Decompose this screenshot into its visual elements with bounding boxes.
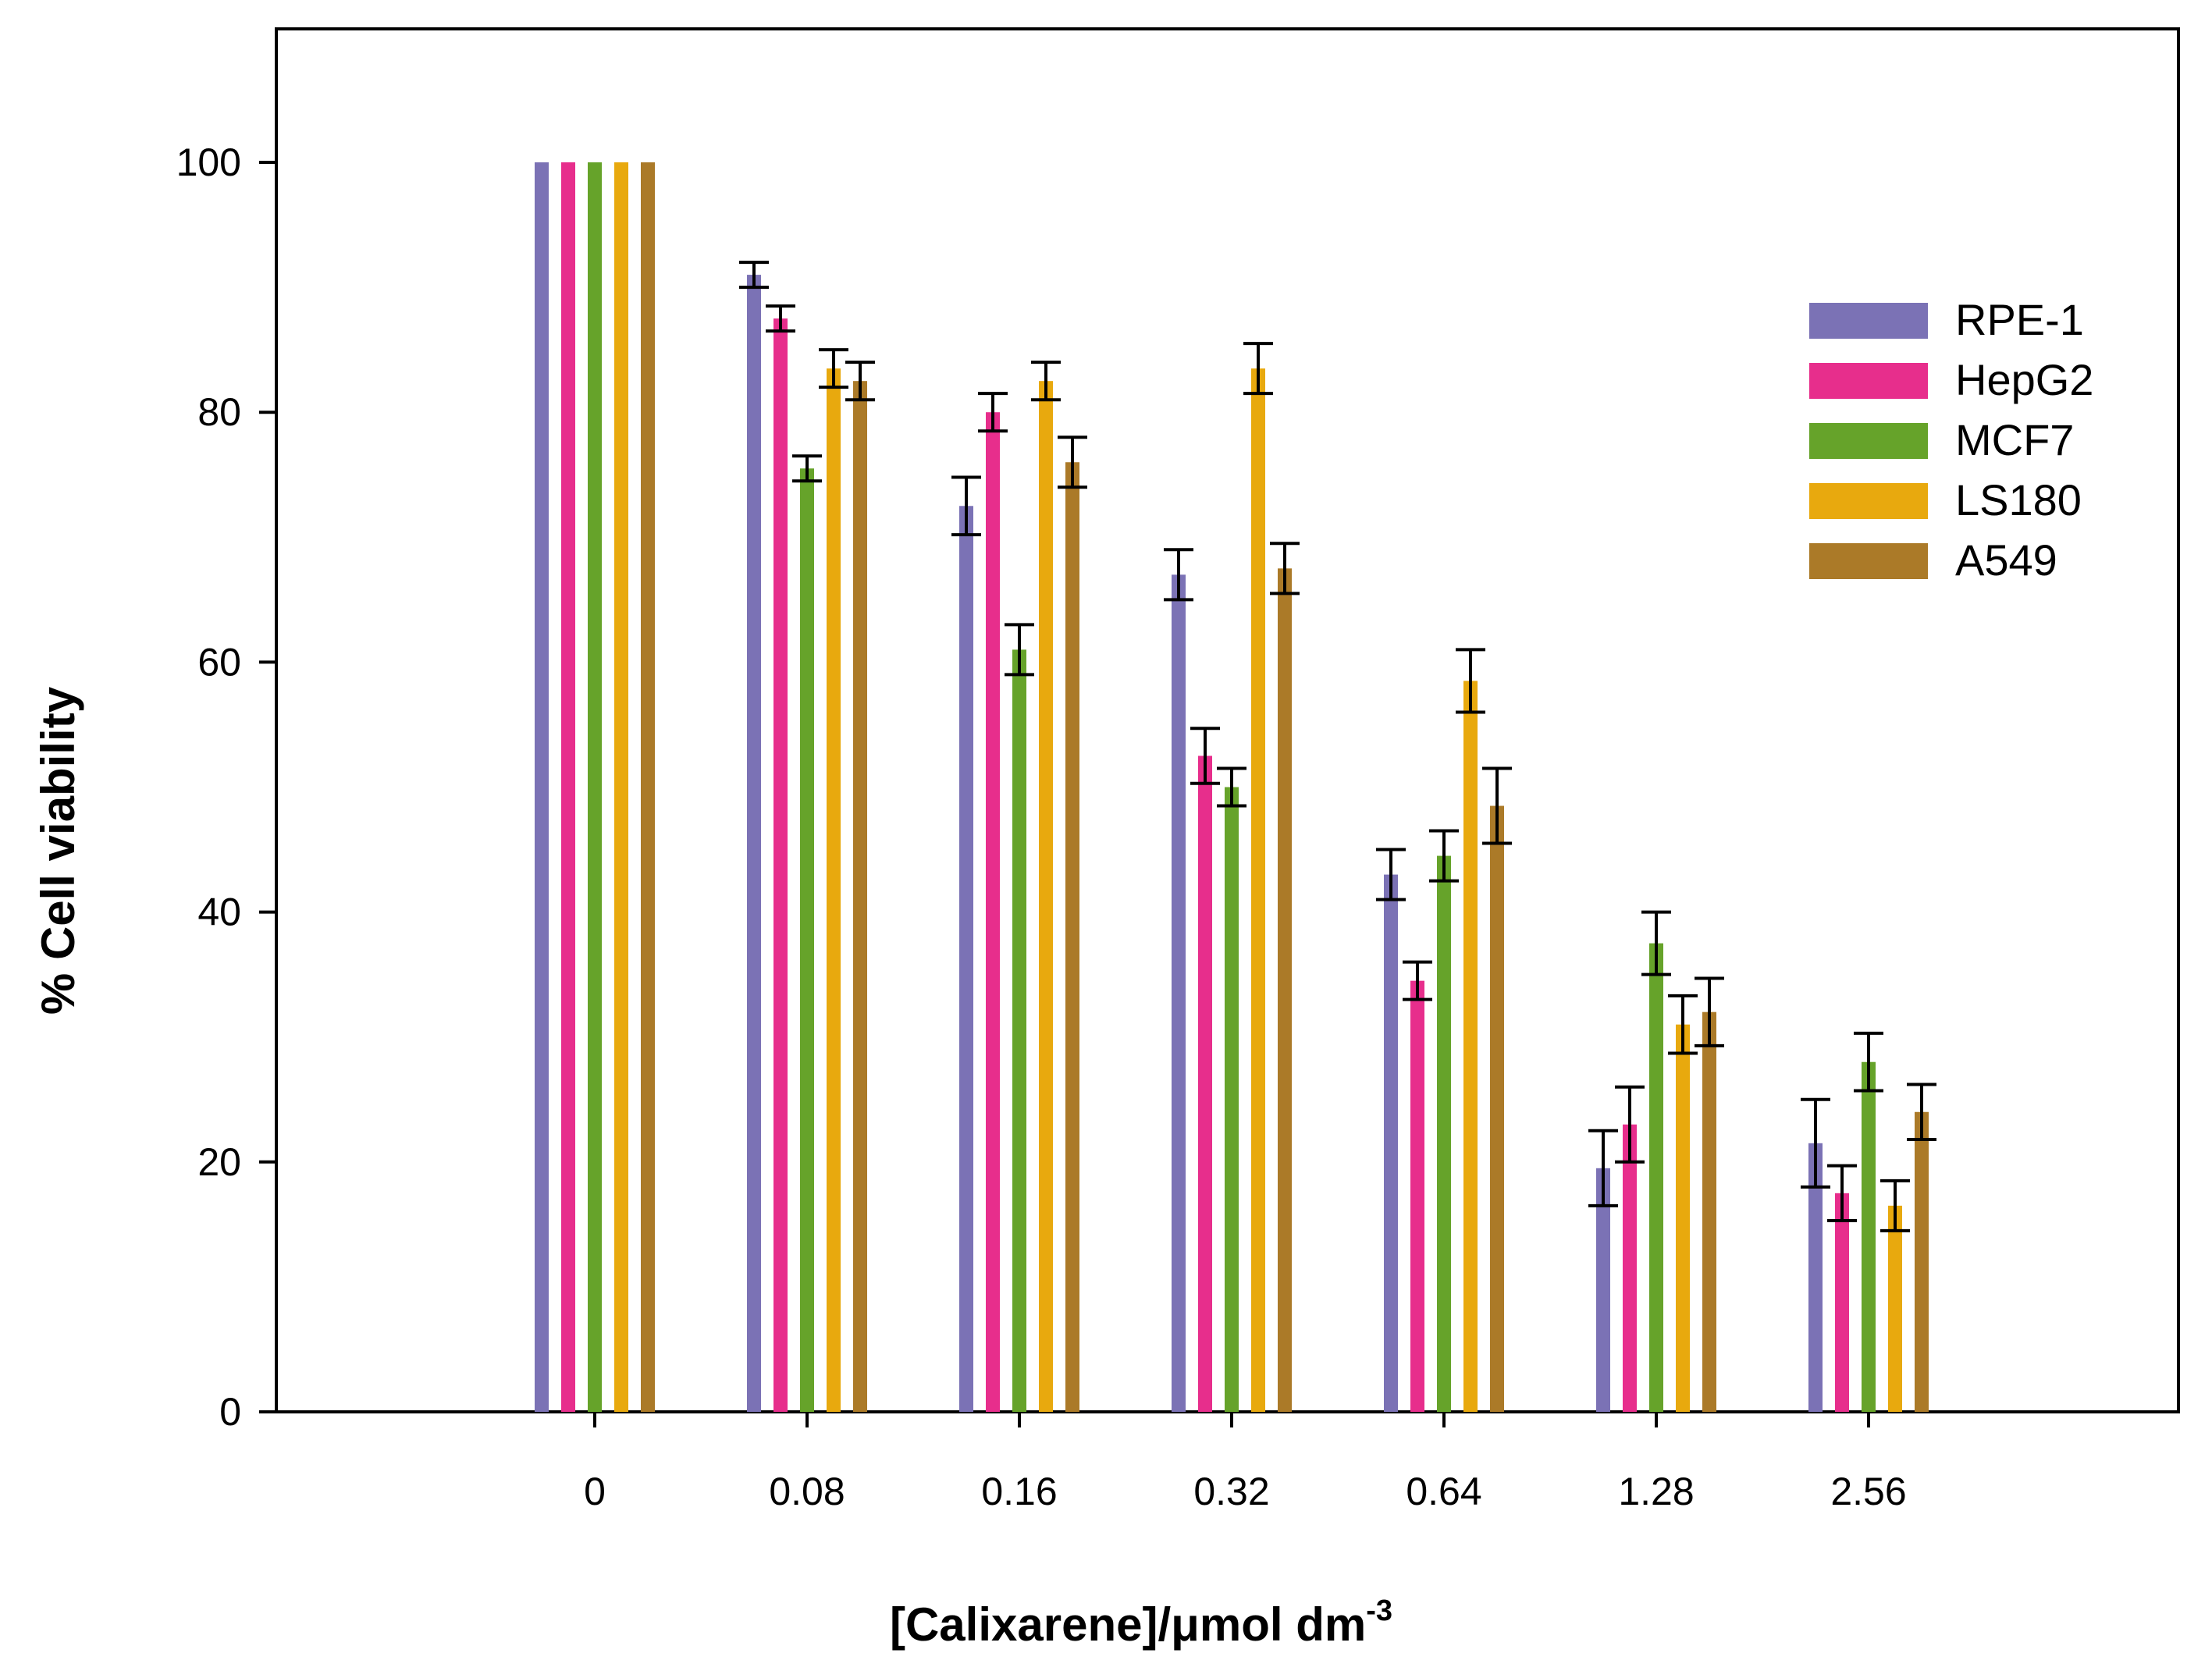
error-bar-mcf7-0.16 [1005, 623, 1034, 677]
bar-mcf7-0.16 [1012, 649, 1026, 1412]
bar-hepg2-0.08 [773, 318, 788, 1412]
error-bar-ls180-2.56 [1880, 1179, 1910, 1232]
error-bar-hepg2-0.16 [978, 392, 1008, 433]
error-bar-a549-2.56 [1907, 1083, 1936, 1141]
y-axis: 0 20 40 60 80 100 [176, 140, 276, 1434]
error-bar-ls180-0.08 [819, 348, 848, 389]
error-bar-mcf7-2.56 [1854, 1031, 1883, 1093]
bar-mcf7-0.08 [800, 468, 814, 1412]
error-bar-hepg2-0.64 [1403, 960, 1432, 1001]
bar-ls180-0.32 [1251, 368, 1265, 1412]
bar-rpe-1-0.08 [747, 275, 761, 1413]
bar-mcf7-2.56 [1862, 1061, 1876, 1412]
y-tick-label: 60 [197, 640, 241, 684]
legend-swatch-hepg2 [1809, 363, 1928, 399]
bar-rpe-1-0.16 [959, 506, 973, 1412]
error-bar-hepg2-0.08 [766, 304, 795, 333]
bar-mcf7-1.28 [1649, 943, 1663, 1412]
error-bar-rpe-1-2.56 [1801, 1097, 1830, 1189]
y-tick-label: 20 [197, 1140, 241, 1184]
x-tick-label: 0.08 [769, 1470, 845, 1513]
x-tick-label: 0.32 [1193, 1470, 1269, 1513]
x-tick-label: 0 [584, 1470, 606, 1513]
x-tick-label: 1.28 [1618, 1470, 1694, 1513]
bar-ls180-1.28 [1676, 1024, 1690, 1412]
bar-a549-0.16 [1065, 462, 1079, 1412]
error-bar-a549-0.16 [1058, 435, 1087, 489]
bar-hepg2-0.64 [1410, 980, 1424, 1412]
error-bar-ls180-1.28 [1668, 994, 1698, 1055]
bar-a549-0 [641, 162, 655, 1412]
error-bar-a549-1.28 [1695, 976, 1724, 1047]
bar-hepg2-2.56 [1835, 1193, 1849, 1412]
error-bar-rpe-1-0.16 [951, 475, 981, 537]
bar-hepg2-0.16 [986, 412, 1000, 1413]
bar-a549-2.56 [1915, 1111, 1929, 1412]
bar-mcf7-0.32 [1225, 787, 1239, 1412]
bar-a549-0.08 [853, 381, 867, 1412]
legend-swatch-rpe-1 [1809, 303, 1928, 339]
error-bar-a549-0.32 [1270, 542, 1300, 595]
error-bar-mcf7-0.32 [1217, 766, 1246, 808]
bar-hepg2-1.28 [1623, 1124, 1637, 1412]
x-tick-label: 2.56 [1830, 1470, 1906, 1513]
x-axis-title-main: [Calixarene]/μmol dm [890, 1598, 1366, 1651]
x-axis-title-superscript: -3 [1366, 1594, 1392, 1627]
bar-hepg2-0 [561, 162, 575, 1412]
x-axis-title: [Calixarene]/μmol dm-3 [890, 1594, 1392, 1651]
error-bar-rpe-1-0.08 [739, 261, 769, 290]
bar-a549-0.32 [1278, 568, 1292, 1413]
legend-label-hepg2: HepG2 [1955, 355, 2093, 404]
bar-a549-1.28 [1702, 1011, 1716, 1412]
bar-hepg2-0.32 [1198, 755, 1212, 1412]
error-bar-mcf7-0.64 [1429, 829, 1459, 883]
bar-mcf7-0.64 [1437, 855, 1451, 1412]
legend-swatch-mcf7 [1809, 423, 1928, 459]
x-tick-label: 0.16 [981, 1470, 1057, 1513]
legend: RPE-1 HepG2 MCF7 LS180 A549 [1809, 295, 2093, 585]
error-bar-a549-0.64 [1482, 766, 1512, 845]
error-bar-rpe-1-0.64 [1376, 848, 1406, 901]
bar-ls180-0.64 [1463, 681, 1478, 1412]
error-bar-hepg2-2.56 [1827, 1164, 1857, 1223]
bars [535, 162, 1929, 1413]
bar-ls180-0.16 [1039, 381, 1053, 1412]
error-bar-a549-0.08 [845, 361, 875, 402]
error-bars [739, 261, 1936, 1232]
legend-label-mcf7: MCF7 [1955, 415, 2074, 464]
bar-mcf7-0 [588, 162, 602, 1412]
bar-rpe-1-0 [535, 162, 549, 1412]
error-bar-rpe-1-0.32 [1164, 548, 1193, 602]
bar-rpe-1-0.32 [1172, 574, 1186, 1412]
y-tick-label: 100 [176, 140, 241, 184]
bar-a549-0.64 [1490, 805, 1504, 1412]
legend-label-rpe-1: RPE-1 [1955, 295, 2084, 344]
x-tick-label: 0.64 [1406, 1470, 1481, 1513]
error-bar-hepg2-1.28 [1615, 1085, 1645, 1164]
error-bar-ls180-0.32 [1243, 342, 1273, 396]
bar-ls180-0.08 [827, 368, 841, 1412]
bar-ls180-2.56 [1888, 1205, 1902, 1412]
error-bar-ls180-0.16 [1031, 361, 1061, 402]
error-bar-mcf7-0.08 [792, 454, 822, 483]
x-axis: 0 0.08 0.16 0.32 0.64 1.28 2.56 [584, 1412, 1907, 1513]
legend-swatch-a549 [1809, 543, 1928, 579]
y-axis-title: % Cell viability [32, 686, 84, 1015]
y-tick-label: 40 [197, 891, 241, 934]
legend-swatch-ls180 [1809, 483, 1928, 519]
y-tick-label: 0 [219, 1390, 241, 1434]
bar-rpe-1-1.28 [1596, 1168, 1610, 1412]
legend-label-a549: A549 [1955, 535, 2057, 585]
legend-label-ls180: LS180 [1955, 475, 2082, 524]
error-bar-rpe-1-1.28 [1588, 1129, 1618, 1207]
y-tick-label: 80 [197, 390, 241, 434]
error-bar-hepg2-0.32 [1190, 727, 1220, 785]
error-bar-mcf7-1.28 [1641, 910, 1671, 976]
bar-ls180-0 [614, 162, 628, 1412]
error-bar-ls180-0.64 [1456, 648, 1485, 714]
bar-rpe-1-2.56 [1808, 1143, 1823, 1412]
bar-rpe-1-0.64 [1384, 874, 1398, 1412]
